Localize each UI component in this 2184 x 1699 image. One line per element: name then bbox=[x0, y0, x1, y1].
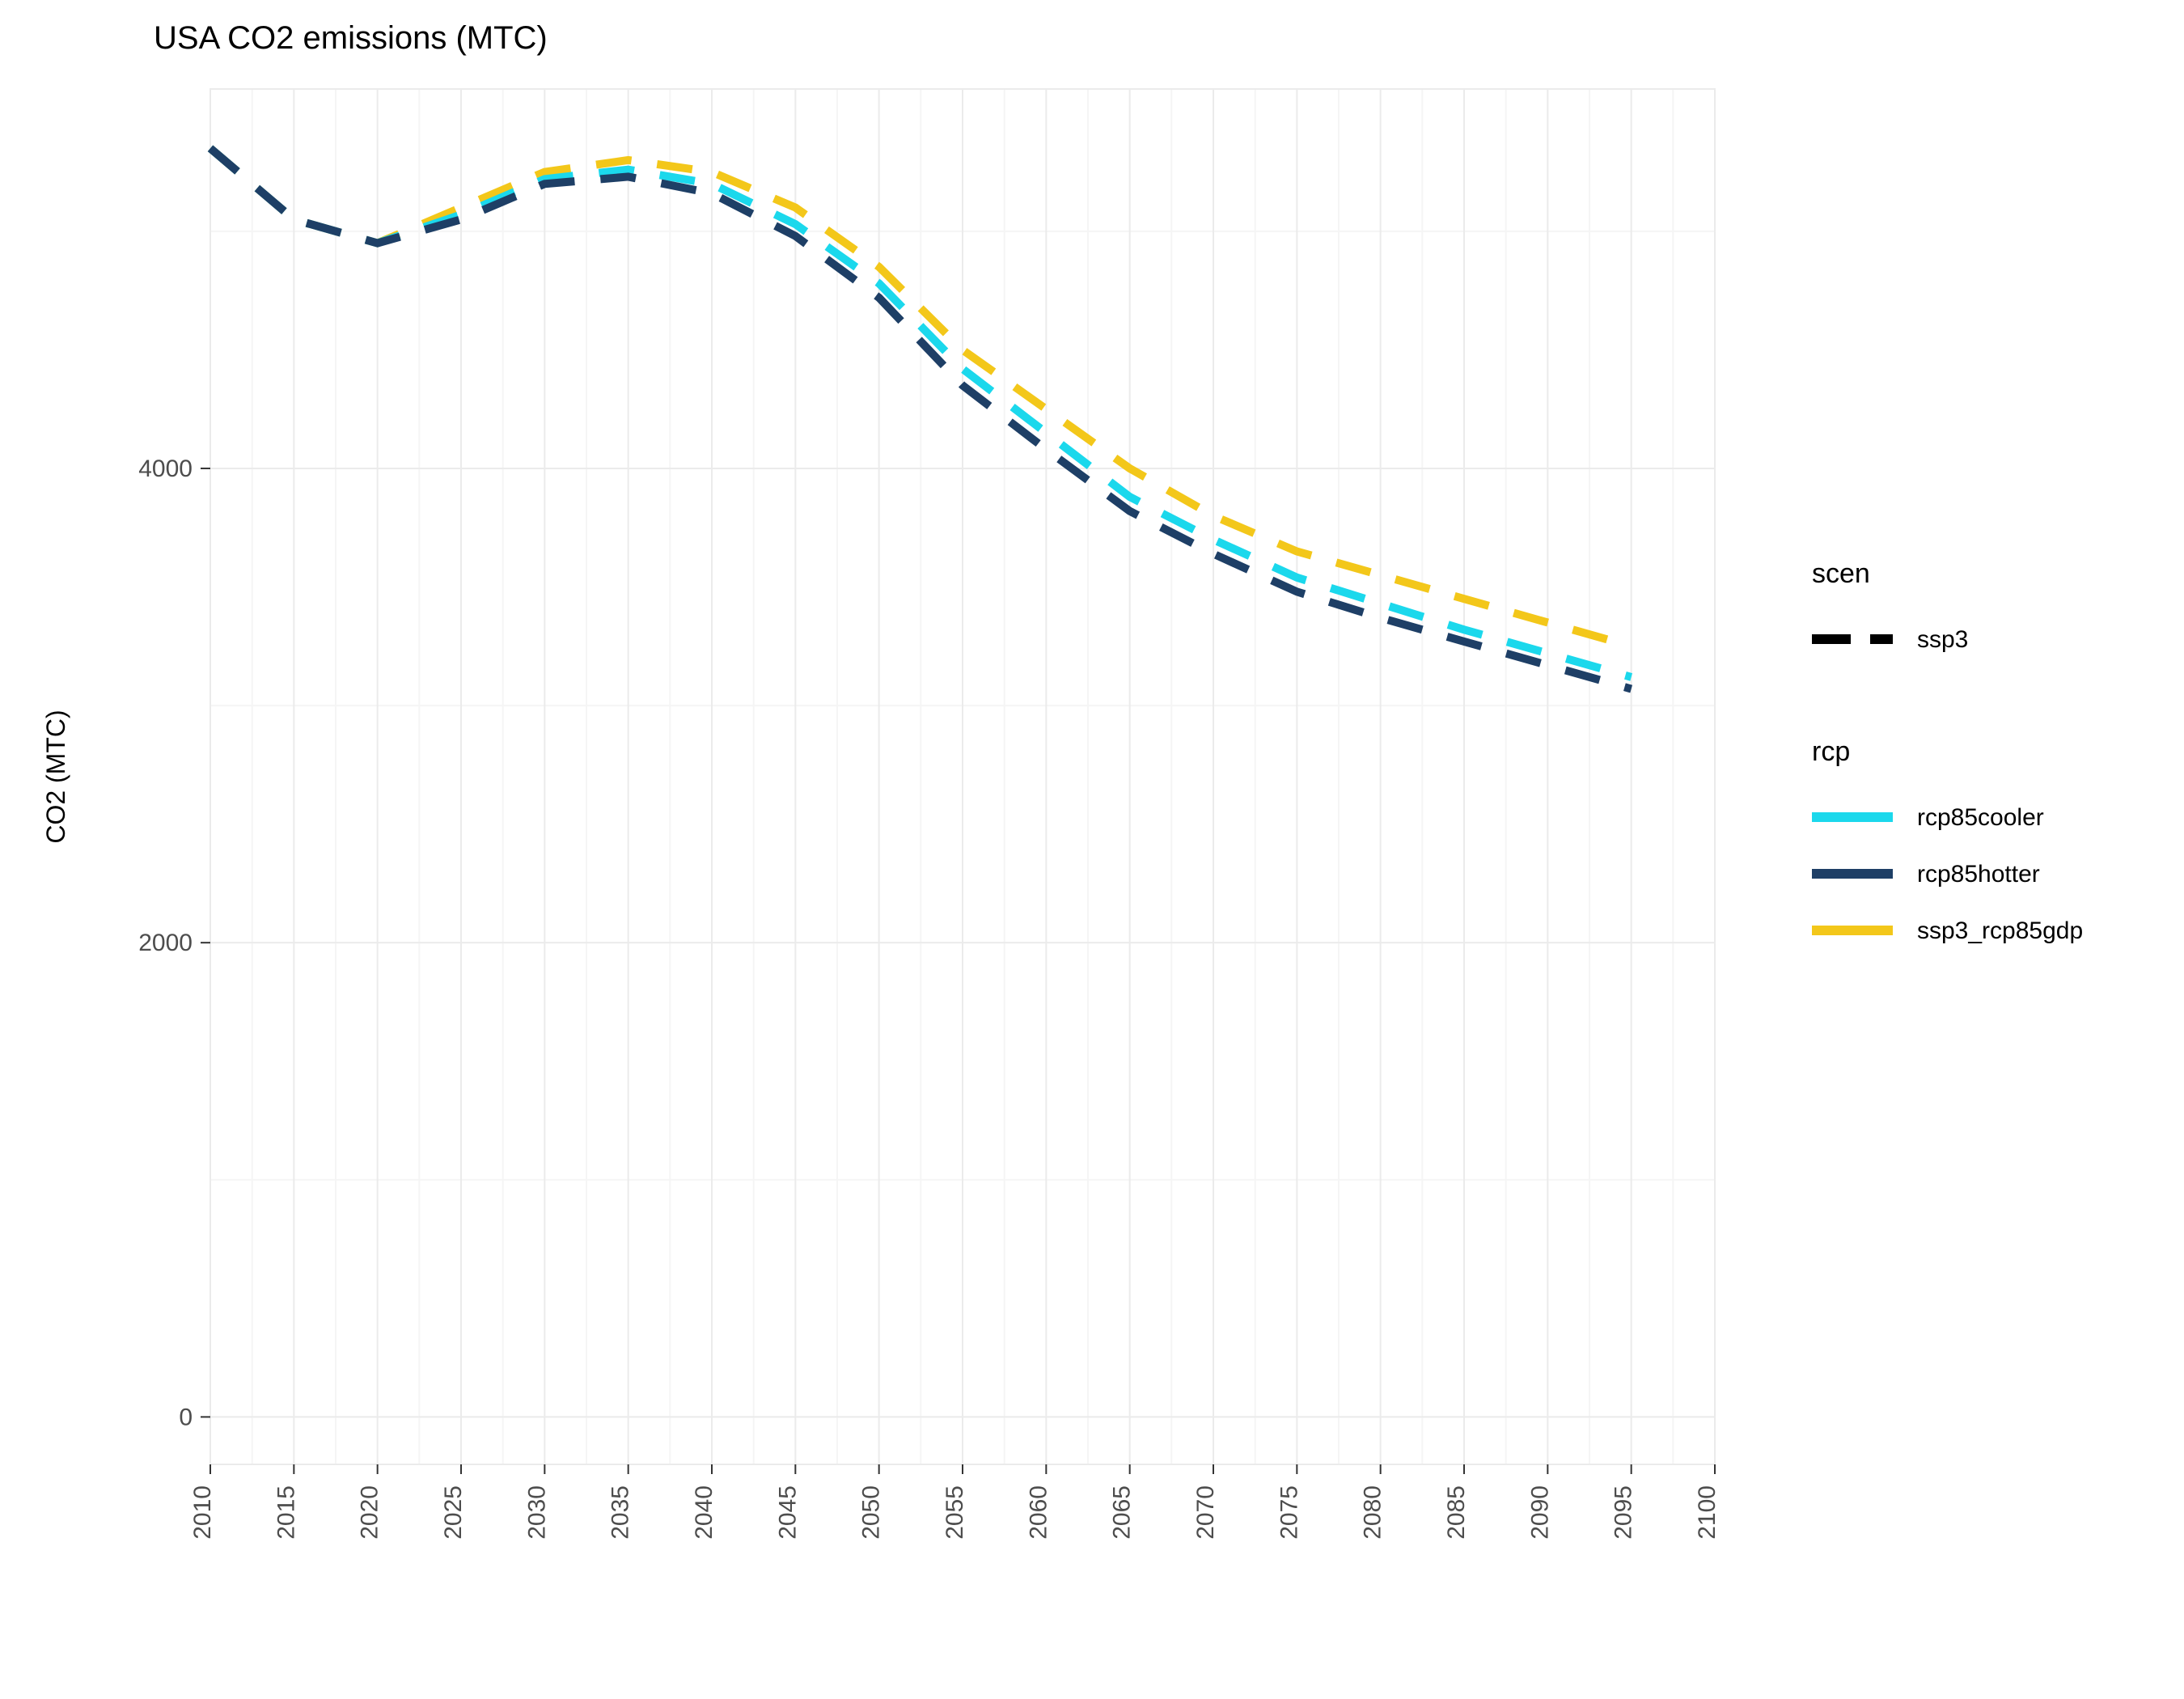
x-tick-label: 2075 bbox=[1276, 1485, 1302, 1540]
x-tick-label: 2055 bbox=[942, 1485, 968, 1540]
x-tick-label: 2020 bbox=[357, 1485, 383, 1540]
x-tick-label: 2040 bbox=[691, 1485, 717, 1540]
x-tick-label: 2035 bbox=[607, 1485, 634, 1540]
x-tick-label: 2070 bbox=[1192, 1485, 1219, 1540]
legend-label: rcp85cooler bbox=[1917, 804, 2044, 831]
legend-label: rcp85hotter bbox=[1917, 861, 2040, 888]
x-tick-label: 2045 bbox=[774, 1485, 801, 1540]
y-tick-label: 0 bbox=[179, 1404, 193, 1430]
emissions-line-chart: 2010 2015 2020 2025 2030 2035 2040 2045 2050 2055… bbox=[0, 0, 2184, 1699]
x-tick-label: 2085 bbox=[1443, 1485, 1470, 1540]
x-tick-label: 2030 bbox=[523, 1485, 550, 1540]
chart-container: { "chart": { "type": "line", "title": "U… bbox=[0, 0, 2184, 1699]
legend-scen-title: scen bbox=[1812, 558, 1870, 589]
chart-title: USA CO2 emissions (MTC) bbox=[154, 20, 548, 56]
legend-label: ssp3 bbox=[1917, 626, 1968, 653]
x-tick-label: 2010 bbox=[189, 1485, 216, 1540]
y-tick-label: 2000 bbox=[138, 930, 193, 956]
x-tick-label: 2015 bbox=[273, 1485, 299, 1540]
legend-label: ssp3_rcp85gdp bbox=[1917, 917, 2083, 944]
x-tick-label: 2095 bbox=[1610, 1485, 1637, 1540]
legend-rcp-title: rcp bbox=[1812, 736, 1850, 767]
y-axis-label: CO2 (MTC) bbox=[41, 710, 70, 843]
x-tick-label: 2060 bbox=[1025, 1485, 1052, 1540]
x-tick-label: 2080 bbox=[1360, 1485, 1386, 1540]
x-tick-label: 2100 bbox=[1694, 1485, 1721, 1540]
x-tick-label: 2050 bbox=[858, 1485, 885, 1540]
legend: scen ssp3 rcp rcp85cooler rcp85hotter ssp3_rc… bbox=[1812, 558, 2083, 944]
x-tick-label: 2065 bbox=[1109, 1485, 1136, 1540]
x-tick-label: 2090 bbox=[1526, 1485, 1553, 1540]
x-tick-label: 2025 bbox=[440, 1485, 467, 1540]
y-tick-label: 4000 bbox=[138, 455, 193, 482]
